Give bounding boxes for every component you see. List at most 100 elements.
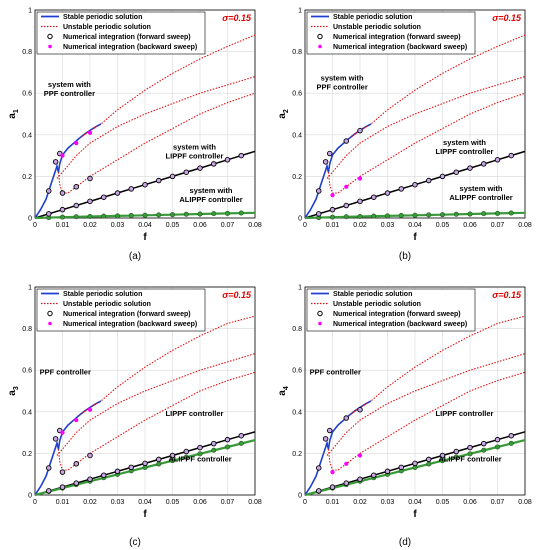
forward-sweep-marker bbox=[398, 186, 405, 192]
x-tick-label: 0.03 bbox=[381, 222, 395, 229]
alippf-marker bbox=[508, 440, 514, 446]
forward-sweep-marker bbox=[142, 460, 148, 467]
y-axis-label: a1 bbox=[7, 109, 20, 119]
annotation-label: system with bbox=[321, 74, 364, 83]
x-tick-label: 0.04 bbox=[138, 222, 152, 229]
chart-panel-4: 0 0.01 0.02 0.03 0.04 0.05 0.06 0.07 0.08 0 0.2 0.4… bbox=[277, 285, 532, 549]
forward-sweep-marker bbox=[46, 488, 52, 494]
forward-sweep-marker bbox=[508, 432, 515, 439]
forward-sweep-marker bbox=[87, 198, 93, 205]
forward-sweep-marker bbox=[100, 472, 107, 478]
backward-sweep-marker bbox=[60, 153, 65, 158]
alippf-marker bbox=[225, 210, 231, 216]
x-tick-label: 0.01 bbox=[326, 499, 340, 506]
alippf-marker bbox=[170, 458, 176, 464]
legend-entry: Numerical integration (forward sweep) bbox=[63, 34, 191, 41]
y-tick-label: 0.8 bbox=[292, 326, 302, 333]
annotation-label: PPF controller bbox=[310, 367, 361, 376]
alippf-marker bbox=[156, 461, 162, 467]
x-tick-label: 0.02 bbox=[83, 499, 97, 506]
alippf-marker bbox=[73, 214, 79, 220]
legend: Stable periodic solution Unstable periodi… bbox=[306, 288, 476, 332]
annotation-label: ALIPPF controller bbox=[449, 193, 512, 202]
forward-sweep-marker bbox=[481, 161, 487, 167]
forward-sweep-marker bbox=[59, 484, 66, 490]
backward-sweep-marker bbox=[330, 193, 335, 198]
legend-swatch-forward bbox=[317, 33, 323, 40]
legend-swatch-backward bbox=[318, 44, 322, 49]
annotation-label: ALIPPF controller bbox=[179, 195, 242, 204]
x-tick-label: 0.06 bbox=[193, 222, 207, 229]
backward-sweep-marker bbox=[60, 430, 65, 435]
series-line-unstable bbox=[56, 76, 256, 179]
forward-sweep-marker bbox=[114, 468, 121, 475]
forward-sweep-marker bbox=[169, 173, 176, 180]
forward-sweep-marker bbox=[327, 150, 333, 157]
x-tick-label: 0 bbox=[33, 499, 37, 506]
forward-sweep-marker bbox=[316, 188, 322, 194]
legend: Stable periodic solution Unstable periodi… bbox=[306, 11, 476, 55]
alippf-marker bbox=[508, 210, 514, 216]
annotation-label: system with bbox=[190, 186, 233, 195]
forward-sweep-marker bbox=[197, 444, 203, 451]
legend-entry: Numerical integration (forward sweep) bbox=[63, 311, 191, 318]
x-tick-label: 0.08 bbox=[248, 499, 262, 506]
x-tick-label: 0.07 bbox=[221, 499, 235, 506]
series-line-unstable bbox=[348, 34, 526, 139]
x-tick-label: 0.01 bbox=[326, 222, 340, 229]
forward-sweep-marker bbox=[197, 165, 203, 171]
y-tick-label: 0.2 bbox=[292, 174, 302, 181]
x-axis-label: f bbox=[413, 232, 417, 243]
forward-sweep-marker bbox=[453, 448, 460, 455]
legend-entry: Unstable periodic solution bbox=[333, 24, 421, 31]
forward-sweep-marker bbox=[114, 190, 121, 196]
forward-sweep-marker bbox=[87, 175, 93, 182]
plot-frame bbox=[304, 286, 526, 496]
forward-sweep-marker bbox=[453, 169, 460, 175]
forward-sweep-marker bbox=[52, 159, 59, 165]
y-tick-label: 0.2 bbox=[22, 451, 32, 458]
y-tick-label: 0.6 bbox=[292, 368, 302, 375]
annotation-label: LIPPF controller bbox=[166, 409, 224, 418]
forward-sweep-marker bbox=[183, 448, 189, 455]
y-tick-label: 1 bbox=[298, 285, 302, 292]
y-axis-label-main: a bbox=[277, 113, 288, 119]
x-tick-label: 0.06 bbox=[463, 499, 477, 506]
series-line-stable bbox=[57, 400, 102, 450]
chart-panel-3: 0 0.01 0.02 0.03 0.04 0.05 0.06 0.07 0.08 0 0.2 0.4… bbox=[7, 285, 262, 549]
forward-sweep-marker bbox=[73, 461, 79, 467]
alippf-marker bbox=[238, 210, 244, 216]
series-line-unstable bbox=[326, 353, 526, 456]
series-line-stable bbox=[34, 162, 60, 219]
y-tick-label: 0.4 bbox=[292, 409, 302, 416]
alippf-marker bbox=[183, 454, 189, 460]
alippf-marker bbox=[384, 213, 390, 219]
legend-entry: Unstable periodic solution bbox=[63, 301, 151, 308]
forward-sweep-marker bbox=[343, 480, 350, 486]
forward-sweep-marker bbox=[439, 173, 446, 180]
forward-sweep-marker bbox=[238, 152, 244, 159]
forward-sweep-marker bbox=[183, 169, 189, 175]
forward-sweep-marker bbox=[329, 484, 336, 490]
y-tick-label: 0 bbox=[28, 216, 32, 223]
legend-entry: Numerical integration (forward sweep) bbox=[333, 34, 461, 41]
annotation-label: ALIPPF controller bbox=[168, 455, 231, 464]
forward-sweep-marker bbox=[398, 464, 405, 471]
forward-sweep-marker bbox=[73, 202, 79, 209]
forward-sweep-marker bbox=[343, 415, 350, 421]
forward-sweep-marker bbox=[467, 165, 473, 171]
forward-sweep-marker bbox=[210, 440, 217, 447]
backward-sweep-marker bbox=[344, 184, 349, 189]
y-tick-label: 1 bbox=[298, 8, 302, 15]
forward-sweep-marker bbox=[412, 460, 418, 467]
forward-sweep-marker bbox=[467, 444, 473, 451]
alippf-marker bbox=[371, 213, 377, 219]
forward-sweep-marker bbox=[169, 452, 176, 459]
y-tick-label: 0.8 bbox=[22, 326, 32, 333]
forward-sweep-marker bbox=[128, 464, 134, 471]
forward-sweep-marker bbox=[494, 157, 501, 163]
panel-caption: (b) bbox=[399, 251, 411, 262]
legend-box bbox=[306, 288, 476, 332]
alippf-marker bbox=[467, 211, 473, 217]
